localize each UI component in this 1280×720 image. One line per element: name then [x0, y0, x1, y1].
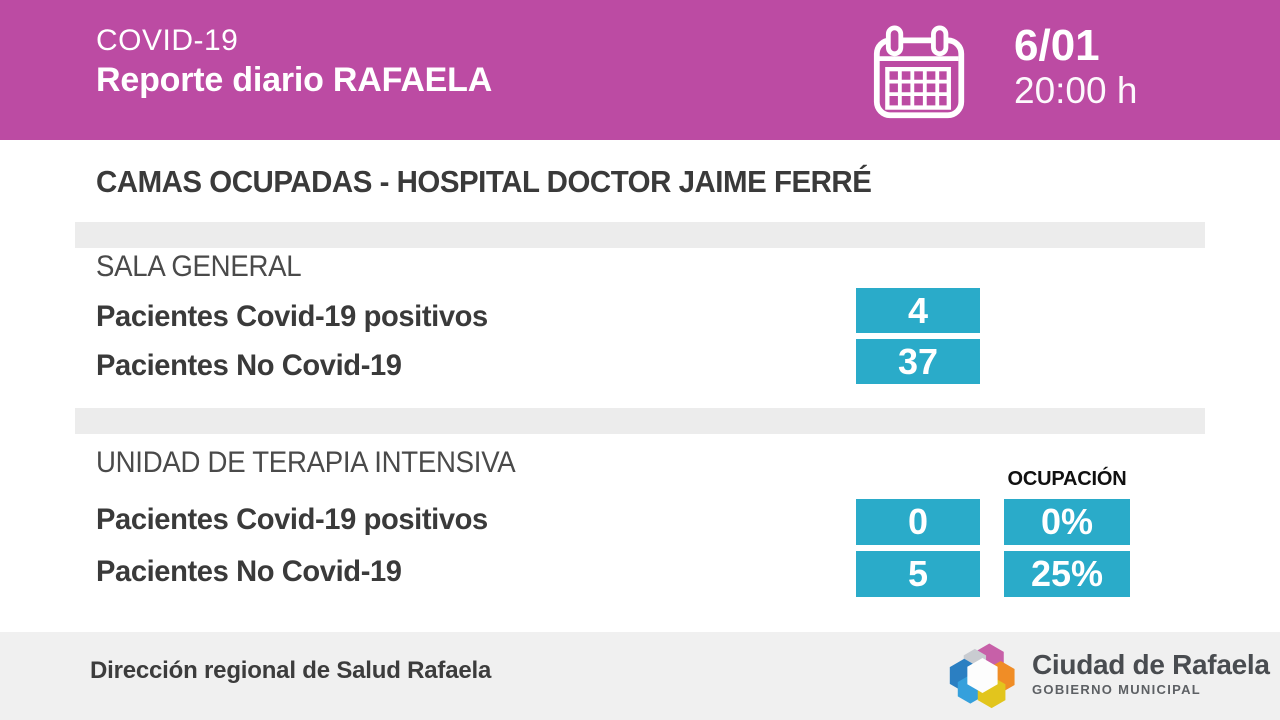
logo-subtitle: GOBIERNO MUNICIPAL	[1032, 682, 1202, 698]
footer-caption: Dirección regional de Salud Rafaela	[90, 657, 492, 684]
occupancy-uti-covid-positivos: 0%	[1004, 499, 1130, 545]
value-covid-positivos: 4	[856, 288, 980, 333]
section-divider	[75, 408, 1205, 434]
row-label-covid-positivos: Pacientes Covid-19 positivos	[96, 300, 488, 333]
value-no-covid: 37	[856, 339, 980, 384]
row-label-uti-no-covid: Pacientes No Covid-19	[96, 555, 402, 588]
occupancy-column-header: OCUPACIÓN	[1007, 468, 1127, 490]
report-header: COVID-19 Reporte diario RAFAELA 6/01 20:…	[0, 0, 1280, 140]
rafaela-municipal-logo-icon	[949, 643, 1015, 709]
page-title: CAMAS OCUPADAS - HOSPITAL DOCTOR JAIME F…	[96, 164, 872, 199]
calendar-icon	[873, 25, 965, 119]
value-uti-no-covid: 5	[856, 551, 980, 597]
municipal-logo-text: Ciudad de Rafaela GOBIERNO MUNICIPAL	[1032, 649, 1270, 698]
report-title: Reporte diario RAFAELA	[96, 60, 493, 99]
occupancy-uti-no-covid: 25%	[1004, 551, 1130, 597]
report-supertitle: COVID-19	[96, 24, 239, 57]
row-label-uti-covid-positivos: Pacientes Covid-19 positivos	[96, 503, 488, 536]
section-heading-sala-general: SALA GENERAL	[96, 250, 302, 283]
row-label-no-covid: Pacientes No Covid-19	[96, 349, 402, 382]
report-datetime: 6/01 20:00 h	[1014, 21, 1138, 113]
report-time: 20:00 h	[1014, 70, 1138, 112]
section-heading-uti: UNIDAD DE TERAPIA INTENSIVA	[96, 446, 516, 479]
logo-title: Ciudad de Rafaela	[1032, 649, 1270, 680]
section-divider	[75, 222, 1205, 248]
report-footer: Dirección regional de Salud Rafaela Ciud…	[0, 632, 1280, 720]
report-date: 6/01	[1014, 21, 1100, 70]
value-uti-covid-positivos: 0	[856, 499, 980, 545]
report-header-text: COVID-19 Reporte diario RAFAELA	[96, 24, 492, 101]
